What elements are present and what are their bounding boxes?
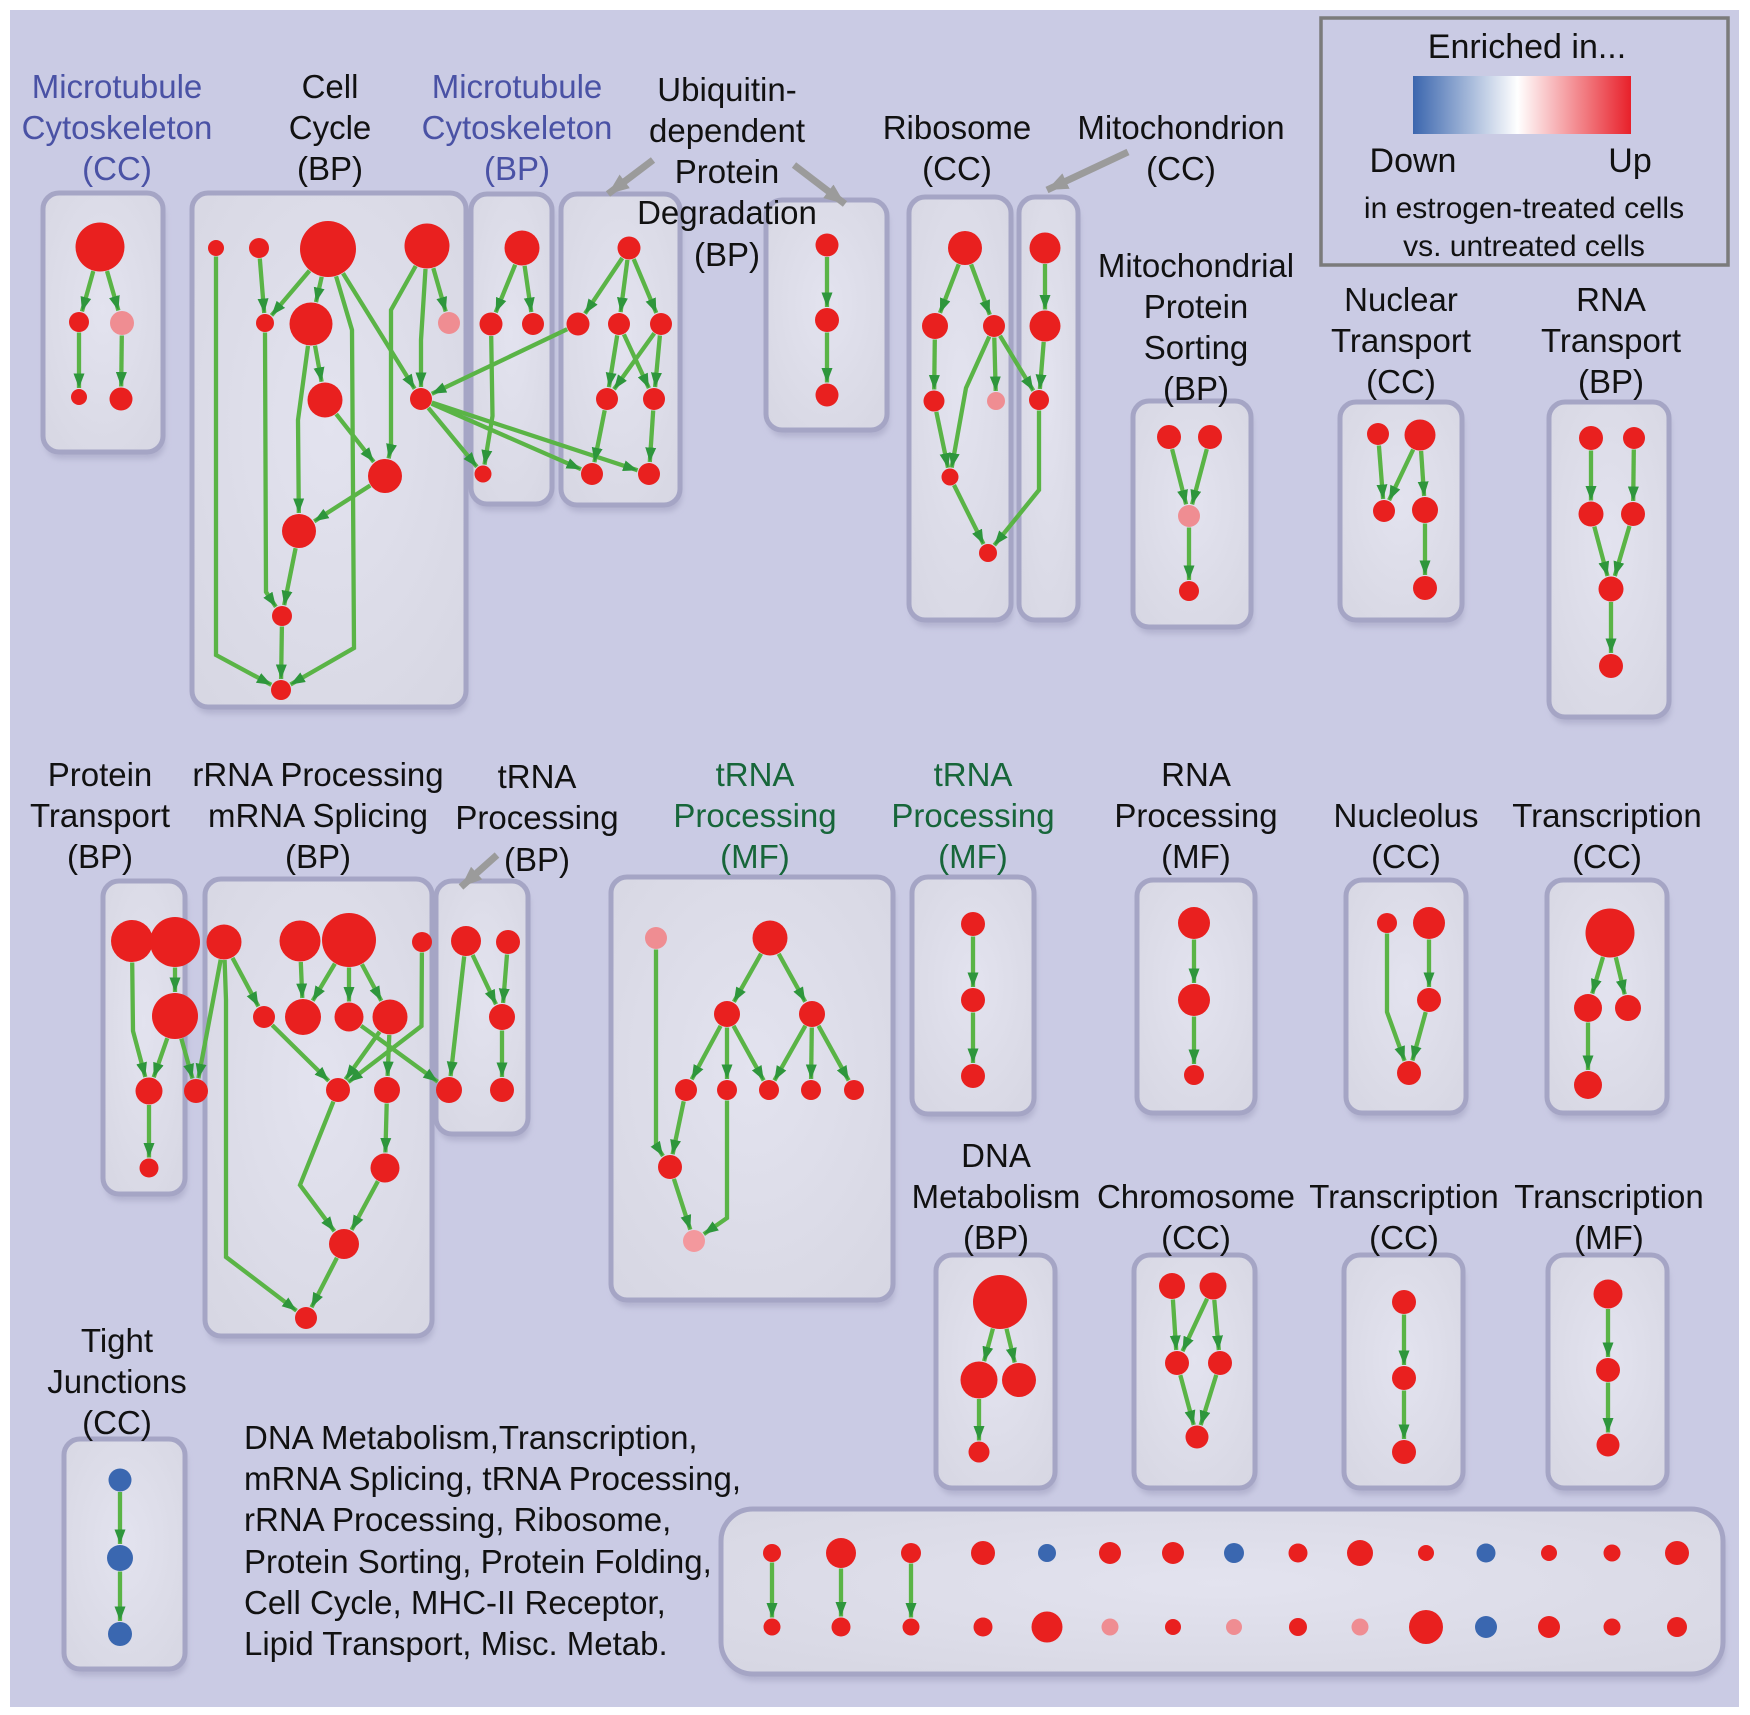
svg-text:Nucleolus: Nucleolus [1334,797,1479,834]
svg-text:Cycle: Cycle [289,109,372,146]
svg-text:(BP): (BP) [484,150,550,187]
svg-text:Transport: Transport [1331,322,1471,359]
svg-text:tRNA: tRNA [934,756,1013,793]
svg-text:rRNA Processing: rRNA Processing [192,756,443,793]
svg-text:Metabolism: Metabolism [912,1178,1081,1215]
svg-text:(BP): (BP) [504,841,570,878]
svg-text:Mitochondrion: Mitochondrion [1077,109,1284,146]
svg-text:Enriched in...: Enriched in... [1428,28,1626,66]
svg-text:Cell Cycle, MHC-II Receptor,: Cell Cycle, MHC-II Receptor, [244,1584,666,1621]
svg-text:Tight: Tight [81,1322,153,1359]
svg-text:(MF): (MF) [1161,838,1231,875]
svg-text:Nuclear: Nuclear [1344,281,1458,318]
svg-text:Microtubule: Microtubule [432,68,603,105]
svg-text:Ribosome: Ribosome [883,109,1032,146]
svg-text:Protein: Protein [1144,288,1249,325]
svg-text:(CC): (CC) [922,150,992,187]
svg-text:(BP): (BP) [285,838,351,875]
svg-text:rRNA Processing, Ribosome,: rRNA Processing, Ribosome, [244,1501,671,1538]
svg-text:(BP): (BP) [963,1219,1029,1256]
svg-text:Down: Down [1370,142,1457,180]
svg-text:Protein Sorting, Protein Foldi: Protein Sorting, Protein Folding, [244,1543,712,1580]
svg-text:RNA: RNA [1576,281,1646,318]
svg-text:Ubiquitin-: Ubiquitin- [657,71,796,108]
svg-text:(BP): (BP) [694,236,760,273]
svg-text:(CC): (CC) [1371,838,1441,875]
svg-text:(BP): (BP) [67,838,133,875]
svg-text:Processing: Processing [455,799,618,836]
svg-text:(MF): (MF) [720,838,790,875]
svg-text:Processing: Processing [1114,797,1277,834]
svg-text:(BP): (BP) [297,150,363,187]
svg-text:Degradation: Degradation [637,194,817,231]
svg-text:Microtubule: Microtubule [32,68,203,105]
svg-text:Sorting: Sorting [1144,329,1249,366]
svg-text:(CC): (CC) [82,1404,152,1441]
svg-text:Protein: Protein [675,153,780,190]
svg-text:(CC): (CC) [1369,1219,1439,1256]
svg-text:DNA Metabolism,Transcription,: DNA Metabolism,Transcription, [244,1419,698,1456]
svg-text:Cell: Cell [302,68,359,105]
svg-text:Cytoskeleton: Cytoskeleton [422,109,613,146]
svg-text:Transport: Transport [1541,322,1681,359]
svg-text:Junctions: Junctions [47,1363,186,1400]
svg-text:(BP): (BP) [1163,370,1229,407]
svg-text:Processing: Processing [673,797,836,834]
svg-text:Processing: Processing [891,797,1054,834]
svg-text:mRNA Splicing: mRNA Splicing [208,797,428,834]
svg-text:(MF): (MF) [1574,1219,1644,1256]
svg-text:(CC): (CC) [1161,1219,1231,1256]
svg-text:Mitochondrial: Mitochondrial [1098,247,1294,284]
svg-text:(CC): (CC) [1146,150,1216,187]
svg-text:mRNA Splicing, tRNA Processing: mRNA Splicing, tRNA Processing, [244,1460,741,1497]
svg-text:vs. untreated cells: vs. untreated cells [1403,230,1645,263]
svg-text:Chromosome: Chromosome [1097,1178,1295,1215]
svg-text:(CC): (CC) [82,150,152,187]
svg-text:Transport: Transport [30,797,170,834]
svg-text:Transcription: Transcription [1309,1178,1499,1215]
svg-text:tRNA: tRNA [716,756,795,793]
svg-text:Transcription: Transcription [1514,1178,1704,1215]
svg-text:(CC): (CC) [1572,838,1642,875]
svg-text:Cytoskeleton: Cytoskeleton [22,109,213,146]
svg-text:(CC): (CC) [1366,363,1436,400]
svg-text:(MF): (MF) [938,838,1008,875]
svg-text:tRNA: tRNA [498,758,577,795]
svg-text:dependent: dependent [649,112,805,149]
svg-text:Up: Up [1608,142,1651,180]
svg-text:DNA: DNA [961,1137,1031,1174]
svg-text:Protein: Protein [48,756,153,793]
svg-text:in estrogen-treated cells: in estrogen-treated cells [1364,192,1684,225]
svg-text:Transcription: Transcription [1512,797,1702,834]
svg-text:(BP): (BP) [1578,363,1644,400]
svg-text:RNA: RNA [1161,756,1231,793]
svg-text:Lipid Transport, Misc. Metab.: Lipid Transport, Misc. Metab. [244,1625,668,1662]
